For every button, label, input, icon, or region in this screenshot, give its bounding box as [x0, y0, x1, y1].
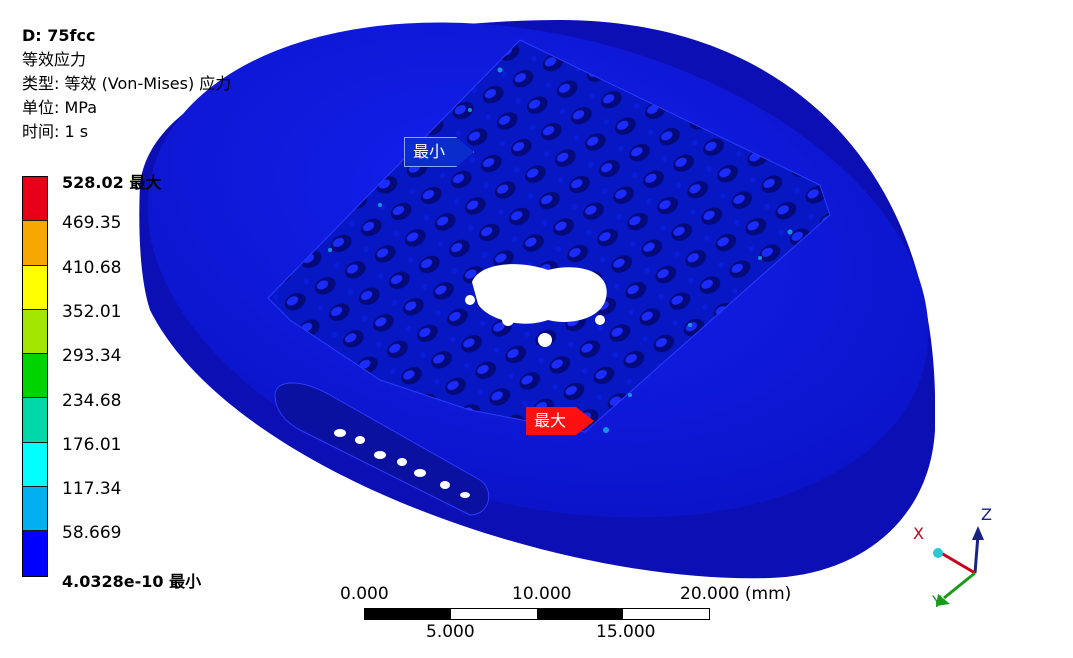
legend-max-label: 528.02 最大	[62, 173, 162, 192]
legend-swatch	[23, 531, 47, 576]
result-type: 类型: 等效 (Von-Mises) 应力	[22, 74, 232, 93]
side-slot	[274, 382, 490, 516]
legend-level: 176.01	[62, 434, 122, 455]
legend-swatch	[23, 309, 47, 355]
axis-triad	[933, 526, 984, 606]
legend-color-bar	[22, 176, 48, 577]
result-name: 等效应力	[22, 50, 87, 69]
scale-segments	[364, 608, 710, 620]
legend-level: 117.34	[62, 479, 122, 500]
triad-z-label: Z	[981, 505, 992, 524]
scale-label-15: 15.000	[596, 622, 656, 642]
legend-level: 410.68	[62, 257, 122, 278]
result-title: D: 75fcc	[22, 26, 96, 45]
legend-level: 234.68	[62, 390, 122, 411]
scale-label-0: 0.000	[340, 584, 389, 604]
legend-swatch	[23, 487, 47, 532]
legend-swatch	[23, 398, 47, 443]
legend-level: 58.669	[62, 523, 122, 544]
scale-label-20: 20.000 (mm)	[680, 584, 792, 604]
lattice-region	[267, 39, 831, 433]
legend-swatch	[23, 221, 47, 266]
scale-bar: 0.000 10.000 20.000 (mm) 5.000 15.000	[340, 584, 800, 650]
central-hole	[472, 264, 607, 324]
legend-swatch	[23, 265, 47, 310]
legend-min-label: 4.0328e-10 最小	[62, 571, 202, 591]
scale-label-5: 5.000	[426, 622, 475, 642]
triad-x-label: X	[913, 524, 924, 543]
scale-label-10: 10.000	[512, 584, 572, 604]
result-unit: 单位: MPa	[22, 98, 98, 117]
legend-level: 469.35	[62, 213, 122, 234]
legend-swatch	[23, 354, 47, 399]
legend-swatch	[23, 177, 47, 222]
legend-swatch	[23, 442, 47, 488]
legend-level: 352.01	[62, 301, 122, 322]
triad-y-label: Y	[932, 592, 942, 611]
result-info: D: 75fcc 等效应力 类型: 等效 (Von-Mises) 应力 单位: …	[22, 24, 231, 144]
result-time: 时间: 1 s	[22, 122, 89, 141]
legend-level: 293.34	[62, 346, 122, 367]
